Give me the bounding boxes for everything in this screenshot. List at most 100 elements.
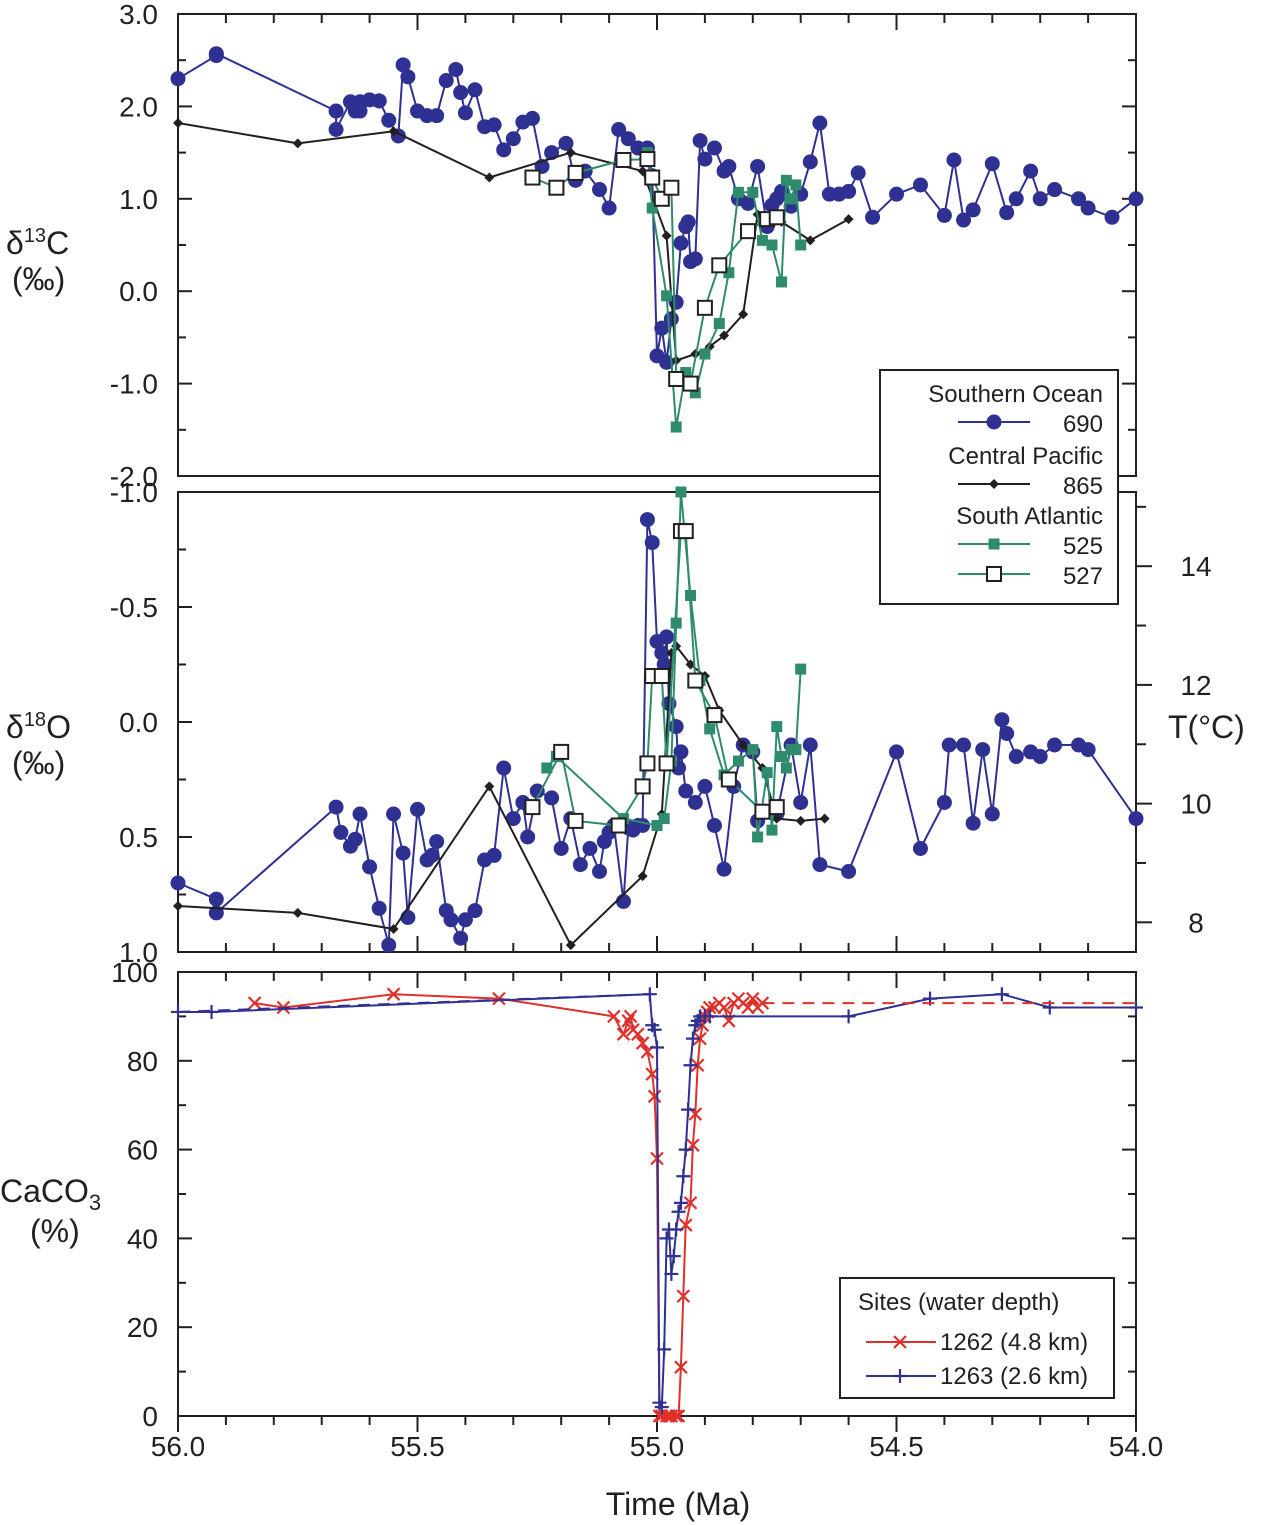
series-d18O-3 [524, 523, 785, 834]
data-point [1104, 209, 1120, 225]
data-point [766, 824, 778, 836]
svg-text:δ13C: δ13C [6, 225, 69, 261]
series-d13C-3 [524, 151, 785, 392]
data-point [713, 318, 725, 330]
data-point [812, 857, 828, 873]
data-point [505, 131, 521, 147]
data-point [520, 829, 536, 845]
data-point [615, 151, 632, 168]
data-point [558, 135, 574, 151]
data-point [541, 762, 553, 774]
data-point [678, 783, 694, 799]
series-CaCO3-0 [247, 987, 770, 1423]
data-point [999, 726, 1015, 741]
data-point [683, 1196, 698, 1210]
data-point [747, 186, 759, 198]
data-point [657, 1342, 672, 1357]
data-point [682, 375, 699, 392]
data-point [819, 813, 830, 824]
caco3-main: CaCO [0, 1173, 89, 1209]
data-point [752, 831, 764, 843]
data-point [738, 740, 749, 750]
data-point [386, 987, 401, 1001]
data-point [994, 712, 1010, 728]
data-point [687, 251, 703, 267]
temperature-tick-label: 14 [1180, 551, 1211, 582]
data-point [721, 158, 737, 174]
data-point [1023, 163, 1039, 179]
data-point [371, 900, 387, 916]
data-point [941, 737, 957, 753]
data-point [697, 778, 713, 794]
data-point [544, 145, 560, 161]
series-CaCO3-1 [171, 987, 1143, 1415]
data-point [956, 212, 972, 228]
data-point [678, 1142, 693, 1157]
series-line [254, 993, 764, 1417]
data-point [975, 742, 991, 758]
y-tick-label: 0.5 [119, 822, 158, 853]
data-point [699, 348, 711, 360]
data-point [936, 207, 952, 223]
data-point [706, 140, 722, 156]
data-point [524, 799, 541, 816]
data-point [719, 330, 730, 341]
data-point [841, 864, 857, 879]
data-point [347, 831, 363, 847]
data-point [999, 205, 1015, 221]
data-point [723, 267, 735, 279]
data-point [247, 996, 262, 1010]
data-point [524, 169, 541, 186]
data-point [720, 771, 737, 788]
legend-region-south-atlantic: South Atlantic [956, 503, 1103, 530]
data-point [1032, 191, 1048, 207]
data-point [170, 71, 186, 87]
y-tick-label: 40 [127, 1223, 158, 1254]
legend-label-525: 525 [1063, 533, 1103, 560]
legend-isotope-sites: Southern Ocean 690 Central Pacific 865 S… [879, 369, 1119, 605]
y-tick-label: -2.0 [110, 461, 158, 492]
data-point [683, 1058, 698, 1073]
data-point [741, 1000, 755, 1015]
data-point [889, 744, 904, 760]
x-tick-label: 55.5 [390, 1431, 445, 1462]
data-point [333, 824, 349, 840]
data-point [658, 755, 675, 772]
caco3-unit: (%) [30, 1213, 80, 1249]
x-axis-title: Time (Ma) [606, 1486, 751, 1522]
data-point [965, 202, 981, 218]
series-d18O-2 [541, 486, 807, 843]
data-point [1047, 737, 1063, 753]
data-point [732, 186, 744, 198]
data-point [1032, 749, 1048, 764]
data-point [771, 721, 783, 733]
data-point [994, 987, 1009, 1002]
y-tick-label: 20 [127, 1312, 158, 1343]
data-point [841, 183, 857, 199]
x-tick-label: 54.0 [1109, 1431, 1164, 1462]
data-point [790, 744, 802, 756]
legend-swatch-marker [986, 566, 1002, 582]
data-point [843, 214, 854, 225]
data-point [780, 762, 792, 774]
data-point [746, 991, 760, 1006]
data-point [768, 799, 785, 816]
d13c-axis-title: δ13C (‰) [6, 225, 69, 297]
data-point [1080, 742, 1096, 758]
data-point [208, 46, 224, 62]
data-point [780, 174, 792, 186]
data-point [674, 1360, 688, 1374]
y-tick-label: 2.0 [119, 91, 158, 122]
data-point [717, 1000, 731, 1015]
data-point [292, 138, 303, 149]
data-point [676, 1289, 691, 1303]
data-point [661, 290, 673, 302]
d18o-axis-title: δ18O (‰) [6, 709, 71, 781]
data-point [639, 151, 656, 168]
data-point [524, 110, 540, 126]
data-point [675, 486, 687, 498]
legend-swatch-marker [893, 1335, 907, 1349]
temperature-axis-title: T(°C) [1168, 709, 1245, 745]
legend-caco3-box [839, 1277, 1115, 1399]
